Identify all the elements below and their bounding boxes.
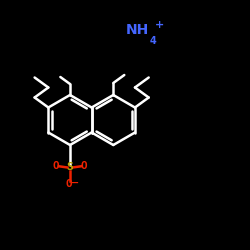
Text: −: − [72, 178, 80, 188]
Text: S: S [66, 162, 73, 172]
Text: O: O [53, 161, 60, 171]
Text: +: + [155, 20, 164, 30]
Text: NH: NH [126, 23, 149, 37]
Text: 4: 4 [150, 36, 157, 46]
Text: O: O [66, 179, 72, 189]
Text: O: O [80, 161, 87, 171]
